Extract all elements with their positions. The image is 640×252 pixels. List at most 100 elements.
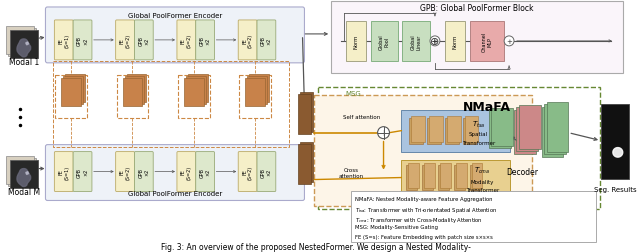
Polygon shape (26, 172, 29, 175)
Text: GPB
×2: GPB ×2 (261, 36, 272, 46)
Bar (465, 116, 479, 142)
Text: FE
(S=2): FE (S=2) (242, 34, 253, 48)
Text: Transformer: Transformer (466, 187, 499, 192)
Bar (547, 102, 568, 152)
Bar (422, 165, 433, 190)
Bar (371, 22, 398, 61)
Text: Norm: Norm (353, 35, 358, 49)
Bar (125, 77, 145, 104)
Bar (470, 165, 481, 190)
FancyBboxPatch shape (116, 21, 134, 60)
Text: +: + (432, 39, 438, 45)
Text: Transformer: Transformer (462, 141, 495, 146)
Text: NMaFA: NMaFA (463, 101, 511, 114)
Bar (10, 160, 38, 188)
FancyBboxPatch shape (73, 152, 92, 192)
Bar (127, 75, 147, 102)
Bar (55, 76, 87, 118)
Polygon shape (26, 43, 29, 46)
FancyBboxPatch shape (134, 152, 153, 192)
Text: $T_{tsa}$: Transformer with Tri-orientated Spatial Attention: $T_{tsa}$: Transformer with Tri-orientat… (355, 206, 497, 215)
Bar (492, 108, 513, 146)
FancyBboxPatch shape (177, 21, 196, 60)
Bar (63, 77, 83, 104)
Text: Fig. 3: An overview of the proposed NestedFormer. We design a Nested Modality-: Fig. 3: An overview of the proposed Nest… (161, 242, 471, 251)
Bar (519, 105, 541, 149)
Bar (249, 75, 269, 102)
Text: Global
Linear: Global Linear (411, 34, 422, 49)
Text: Modal 1: Modal 1 (8, 58, 39, 67)
Text: $T_{cma}$: Transformer with Cross-Modality Attention: $T_{cma}$: Transformer with Cross-Modali… (355, 215, 483, 224)
FancyBboxPatch shape (54, 21, 73, 60)
Bar (427, 118, 441, 144)
Bar (247, 77, 267, 104)
Text: FE
(S=2): FE (S=2) (181, 165, 192, 179)
Bar (10, 31, 38, 59)
FancyBboxPatch shape (134, 21, 153, 60)
Bar (429, 116, 443, 142)
Text: MSG: MSG (345, 90, 361, 96)
Polygon shape (613, 148, 623, 158)
Bar (409, 118, 423, 144)
Bar (440, 163, 451, 188)
Bar (298, 144, 312, 184)
Text: Global
Pool: Global Pool (379, 34, 390, 49)
Bar (472, 163, 483, 188)
Bar (486, 113, 508, 151)
Bar (601, 104, 628, 179)
Bar (463, 118, 476, 144)
Bar (401, 160, 510, 196)
Text: FE
(S=2): FE (S=2) (181, 34, 192, 48)
Text: FE
(S=2): FE (S=2) (120, 34, 131, 48)
Text: $T_{cma}$: $T_{cma}$ (474, 165, 491, 175)
Bar (346, 22, 365, 61)
FancyBboxPatch shape (116, 152, 134, 192)
FancyBboxPatch shape (177, 152, 196, 192)
FancyBboxPatch shape (196, 152, 214, 192)
FancyBboxPatch shape (54, 152, 73, 192)
FancyBboxPatch shape (257, 21, 276, 60)
Text: FE
(S=2): FE (S=2) (242, 165, 253, 179)
Text: GPB
×2: GPB ×2 (138, 36, 149, 46)
Text: NMaFA: Nested Modality-aware Feature Aggregation: NMaFA: Nested Modality-aware Feature Agg… (355, 196, 492, 201)
Text: FE
(S=1): FE (S=1) (58, 34, 69, 48)
Text: FE (S=s): Feature Embedding with patch size s×s×s: FE (S=s): Feature Embedding with patch s… (355, 234, 493, 239)
Bar (116, 76, 148, 118)
Text: GPB: Global PoolFormer Block: GPB: Global PoolFormer Block (420, 5, 534, 13)
Bar (184, 78, 204, 106)
Text: MSG: Modality-Sensitive Gating: MSG: Modality-Sensitive Gating (355, 225, 438, 230)
Text: Modal M: Modal M (8, 187, 40, 196)
Bar (178, 76, 209, 118)
Text: Modality: Modality (470, 179, 494, 184)
Text: GPB
×2: GPB ×2 (77, 167, 88, 177)
Text: Global PoolFormer Encoder: Global PoolFormer Encoder (128, 190, 222, 196)
Bar (544, 105, 566, 154)
Bar (188, 75, 207, 102)
Polygon shape (17, 169, 31, 187)
Text: GPB
×2: GPB ×2 (261, 167, 272, 177)
Bar (541, 107, 563, 157)
Bar (447, 116, 461, 142)
Bar (10, 31, 38, 59)
Bar (123, 78, 142, 106)
FancyBboxPatch shape (257, 152, 276, 192)
Bar (445, 118, 459, 144)
Text: Decoder: Decoder (506, 167, 538, 176)
FancyBboxPatch shape (238, 21, 257, 60)
Text: Norm: Norm (452, 35, 457, 49)
Bar (314, 95, 532, 207)
FancyBboxPatch shape (45, 145, 305, 201)
Text: GPB
×2: GPB ×2 (200, 36, 211, 46)
Bar (65, 75, 85, 102)
Text: Self attention: Self attention (343, 115, 380, 120)
Text: ⊕: ⊕ (430, 37, 440, 47)
Text: FE
(S=2): FE (S=2) (120, 165, 131, 179)
Text: +: + (506, 39, 512, 45)
Circle shape (430, 37, 440, 47)
Text: Global PoolFormer Encoder: Global PoolFormer Encoder (128, 13, 222, 19)
Bar (454, 165, 465, 190)
Bar (6, 156, 34, 184)
Bar (186, 77, 205, 104)
Bar (8, 29, 36, 57)
Text: +: + (380, 129, 387, 138)
